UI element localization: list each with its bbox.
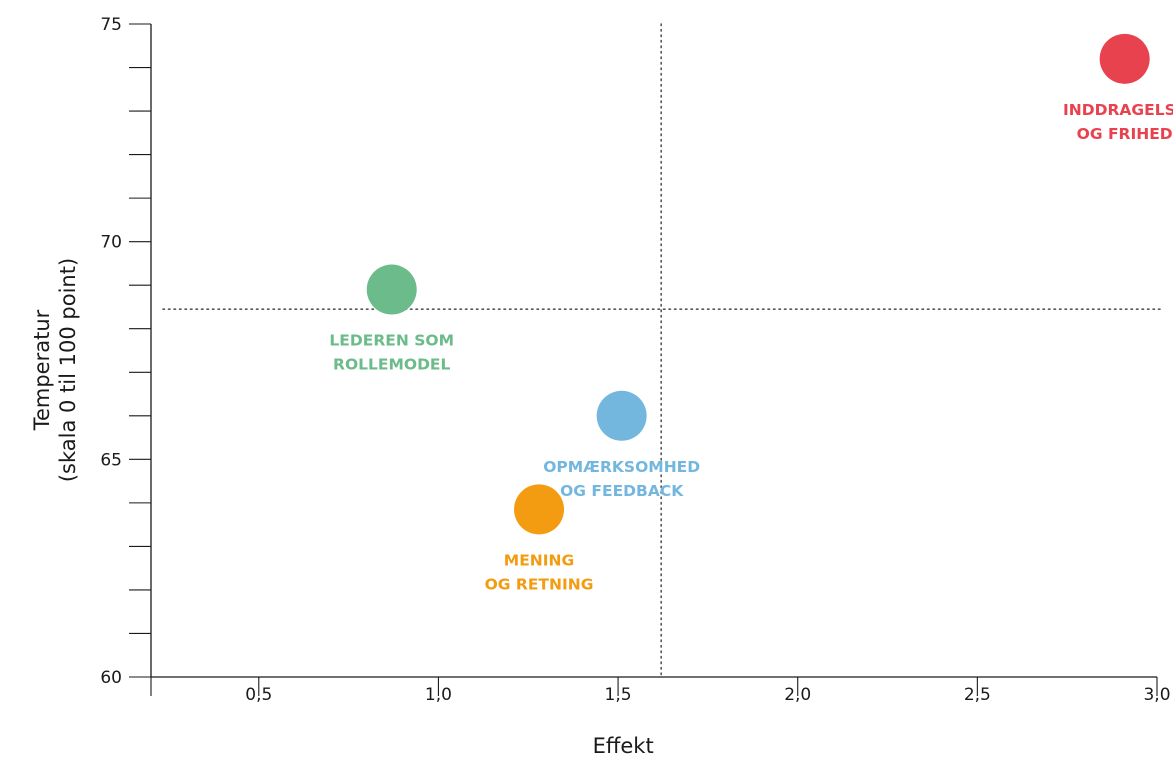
x-tick-label: 1,0	[425, 685, 452, 705]
point-inddragelse-og-frihed	[1099, 33, 1150, 84]
ticks: 60 65 70 75 0,5 1,0 1,5 2,0 2,5 3,0	[100, 15, 1170, 705]
y-tick-label: 60	[100, 668, 122, 688]
point-label-lederen-som-rollemodel: LEDEREN SOM ROLLEMODEL	[329, 332, 454, 374]
point-mening-og-retning	[514, 484, 565, 535]
point-label-line: LEDEREN SOM	[329, 332, 454, 350]
y-axis-title: Temperatur(skala 0 til 100 point)	[30, 258, 80, 482]
y-tick-label: 65	[100, 450, 122, 470]
point-label-line: INDDRAGELSE	[1063, 101, 1173, 119]
point-label-line: OG FRIHED	[1077, 125, 1173, 143]
point-label-line: OG RETNING	[485, 575, 594, 593]
point-label-line: MENING	[504, 551, 574, 569]
reference-lines	[162, 23, 1161, 678]
data-points: LEDEREN SOM ROLLEMODEL OPMÆRKSOMHED OG FEED…	[329, 33, 1173, 593]
point-label-line: OPMÆRKSOMHED	[543, 458, 700, 476]
y-tick-label: 75	[100, 15, 122, 35]
y-axis-title-line: (skala 0 til 100 point)	[56, 258, 80, 482]
x-tick-label: 3,0	[1143, 685, 1170, 705]
x-tick-label: 2,5	[964, 685, 991, 705]
axes	[150, 24, 1157, 678]
axis-titles: Effekt Temperatur(skala 0 til 100 point)	[30, 258, 654, 758]
point-lederen-som-rollemodel	[366, 264, 417, 315]
x-tick-label: 2,0	[784, 685, 811, 705]
point-label-line: ROLLEMODEL	[333, 356, 451, 374]
y-tick-label: 70	[100, 233, 122, 253]
point-opmaerksomhed-og-feedback	[596, 390, 647, 441]
y-axis-title-line: Temperatur	[30, 309, 54, 431]
x-tick-label: 0,5	[245, 685, 272, 705]
point-label-inddragelse-og-frihed: INDDRAGELSE OG FRIHED	[1063, 101, 1173, 143]
point-label-line: OG FEEDBACK	[560, 482, 684, 500]
x-tick-label: 1,5	[605, 685, 632, 705]
point-label-mening-og-retning: MENING OG RETNING	[485, 551, 594, 593]
point-label-opmaerksomhed-og-feedback: OPMÆRKSOMHED OG FEEDBACK	[543, 458, 700, 500]
x-axis-title: Effekt	[593, 734, 654, 758]
